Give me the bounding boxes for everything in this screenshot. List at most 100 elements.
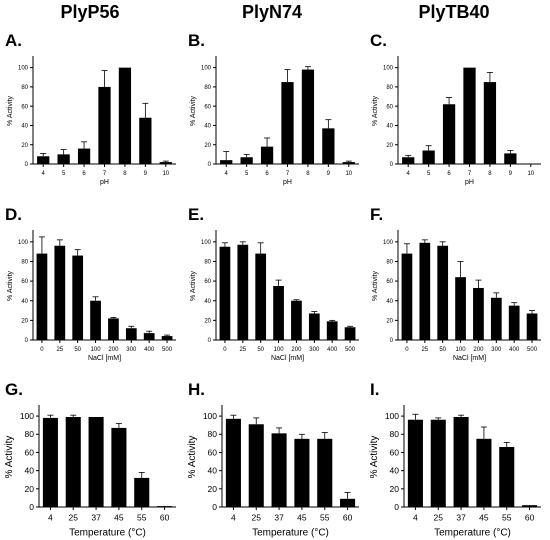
bar [490, 297, 502, 340]
y-tick-label: 60 [386, 104, 393, 110]
bar [72, 255, 84, 340]
y-tick-label: 100 [203, 411, 217, 421]
column-title-plytb40: PlyTB40 [418, 2, 490, 22]
panel-label: G. [5, 380, 23, 399]
y-axis-label: % Activity [7, 271, 14, 301]
y-tick-label: 100 [383, 66, 394, 72]
panel-label: F. [370, 205, 383, 224]
bar [322, 128, 335, 164]
y-tick-label: 40 [208, 466, 218, 476]
bar [401, 253, 413, 340]
y-tick-label: 0 [29, 502, 34, 512]
bar [504, 153, 517, 164]
y-tick-label: 80 [204, 260, 211, 266]
bar [483, 82, 497, 164]
bar [273, 286, 284, 340]
bar [340, 498, 356, 507]
x-tick-label: 55 [320, 513, 330, 523]
y-tick-label: 40 [204, 299, 211, 305]
x-tick-label: 25 [239, 347, 246, 353]
y-tick-label: 20 [204, 318, 211, 324]
y-tick-label: 40 [21, 124, 28, 130]
x-axis-label: NaCl [mM] [453, 355, 486, 362]
bar [463, 67, 476, 164]
y-tick-label: 60 [25, 447, 35, 457]
y-tick-label: 40 [204, 124, 211, 130]
y-axis-label: % Activity [187, 436, 198, 479]
bar [317, 438, 333, 507]
bar [118, 67, 132, 164]
bar [111, 427, 127, 507]
y-axis-label: % Activity [4, 436, 15, 479]
y-tick-label: 60 [208, 447, 218, 457]
bar [344, 327, 356, 340]
panel-label: E. [188, 205, 204, 224]
x-tick-label: 25 [69, 513, 79, 523]
bar [291, 300, 302, 340]
x-tick-label: 10 [162, 171, 169, 177]
y-tick-label: 80 [390, 429, 400, 439]
panel-label: C. [370, 31, 387, 50]
y-tick-label: 0 [25, 338, 29, 344]
y-tick-label: 60 [21, 279, 28, 285]
x-tick-label: 300 [309, 347, 320, 353]
y-tick-label: 20 [386, 318, 393, 324]
x-axis-label: pH [100, 179, 109, 186]
x-tick-label: 4 [407, 171, 411, 177]
bar [499, 447, 515, 507]
bar [437, 245, 449, 340]
y-tick-label: 20 [204, 143, 211, 149]
x-tick-label: 5 [62, 171, 66, 177]
x-tick-label: 4 [48, 513, 53, 523]
y-tick-label: 80 [386, 260, 393, 266]
bar [342, 162, 355, 164]
y-tick-label: 60 [204, 104, 211, 110]
y-axis-label: % Activity [372, 96, 379, 126]
bar [139, 117, 152, 164]
panel-label: H. [188, 380, 205, 399]
bar [422, 150, 435, 164]
column-title-plyp56: PlyP56 [60, 2, 120, 22]
x-tick-label: 45 [479, 513, 489, 523]
y-tick-label: 100 [201, 66, 212, 72]
x-tick-label: 0 [40, 347, 44, 353]
x-tick-label: 400 [509, 347, 520, 353]
bar [42, 417, 58, 507]
x-tick-label: 37 [456, 513, 466, 523]
bar [308, 313, 320, 340]
x-axis-label: Temperature (°C) [252, 528, 329, 539]
x-tick-label: 4 [413, 513, 418, 523]
x-tick-label: 6 [447, 171, 451, 177]
x-tick-label: 25 [56, 347, 63, 353]
bar [271, 433, 287, 507]
x-tick-label: 50 [257, 347, 264, 353]
x-tick-label: 50 [74, 347, 81, 353]
bar [301, 69, 315, 164]
y-tick-label: 60 [21, 104, 28, 110]
x-axis-label: pH [465, 179, 474, 186]
x-tick-label: 400 [327, 347, 338, 353]
x-tick-label: 60 [343, 513, 353, 523]
bar [473, 287, 484, 340]
bar [88, 417, 104, 507]
bar [65, 417, 81, 507]
y-tick-label: 40 [21, 299, 28, 305]
x-tick-label: 400 [144, 347, 155, 353]
y-tick-label: 20 [208, 484, 218, 494]
y-tick-label: 0 [212, 502, 217, 512]
x-tick-label: 300 [126, 347, 137, 353]
x-tick-label: 9 [509, 171, 513, 177]
y-tick-label: 80 [25, 429, 35, 439]
x-tick-label: 500 [345, 347, 356, 353]
x-axis-label: Temperature (°C) [69, 528, 146, 539]
x-tick-label: 4 [42, 171, 46, 177]
x-tick-label: 60 [160, 513, 170, 523]
x-tick-label: 6 [82, 171, 86, 177]
bar [220, 160, 233, 164]
x-tick-label: 9 [144, 171, 148, 177]
bar [225, 418, 241, 507]
bar [476, 438, 492, 507]
y-tick-label: 100 [18, 66, 29, 72]
panel-label: A. [5, 31, 22, 50]
y-axis-label: % Activity [369, 436, 380, 479]
